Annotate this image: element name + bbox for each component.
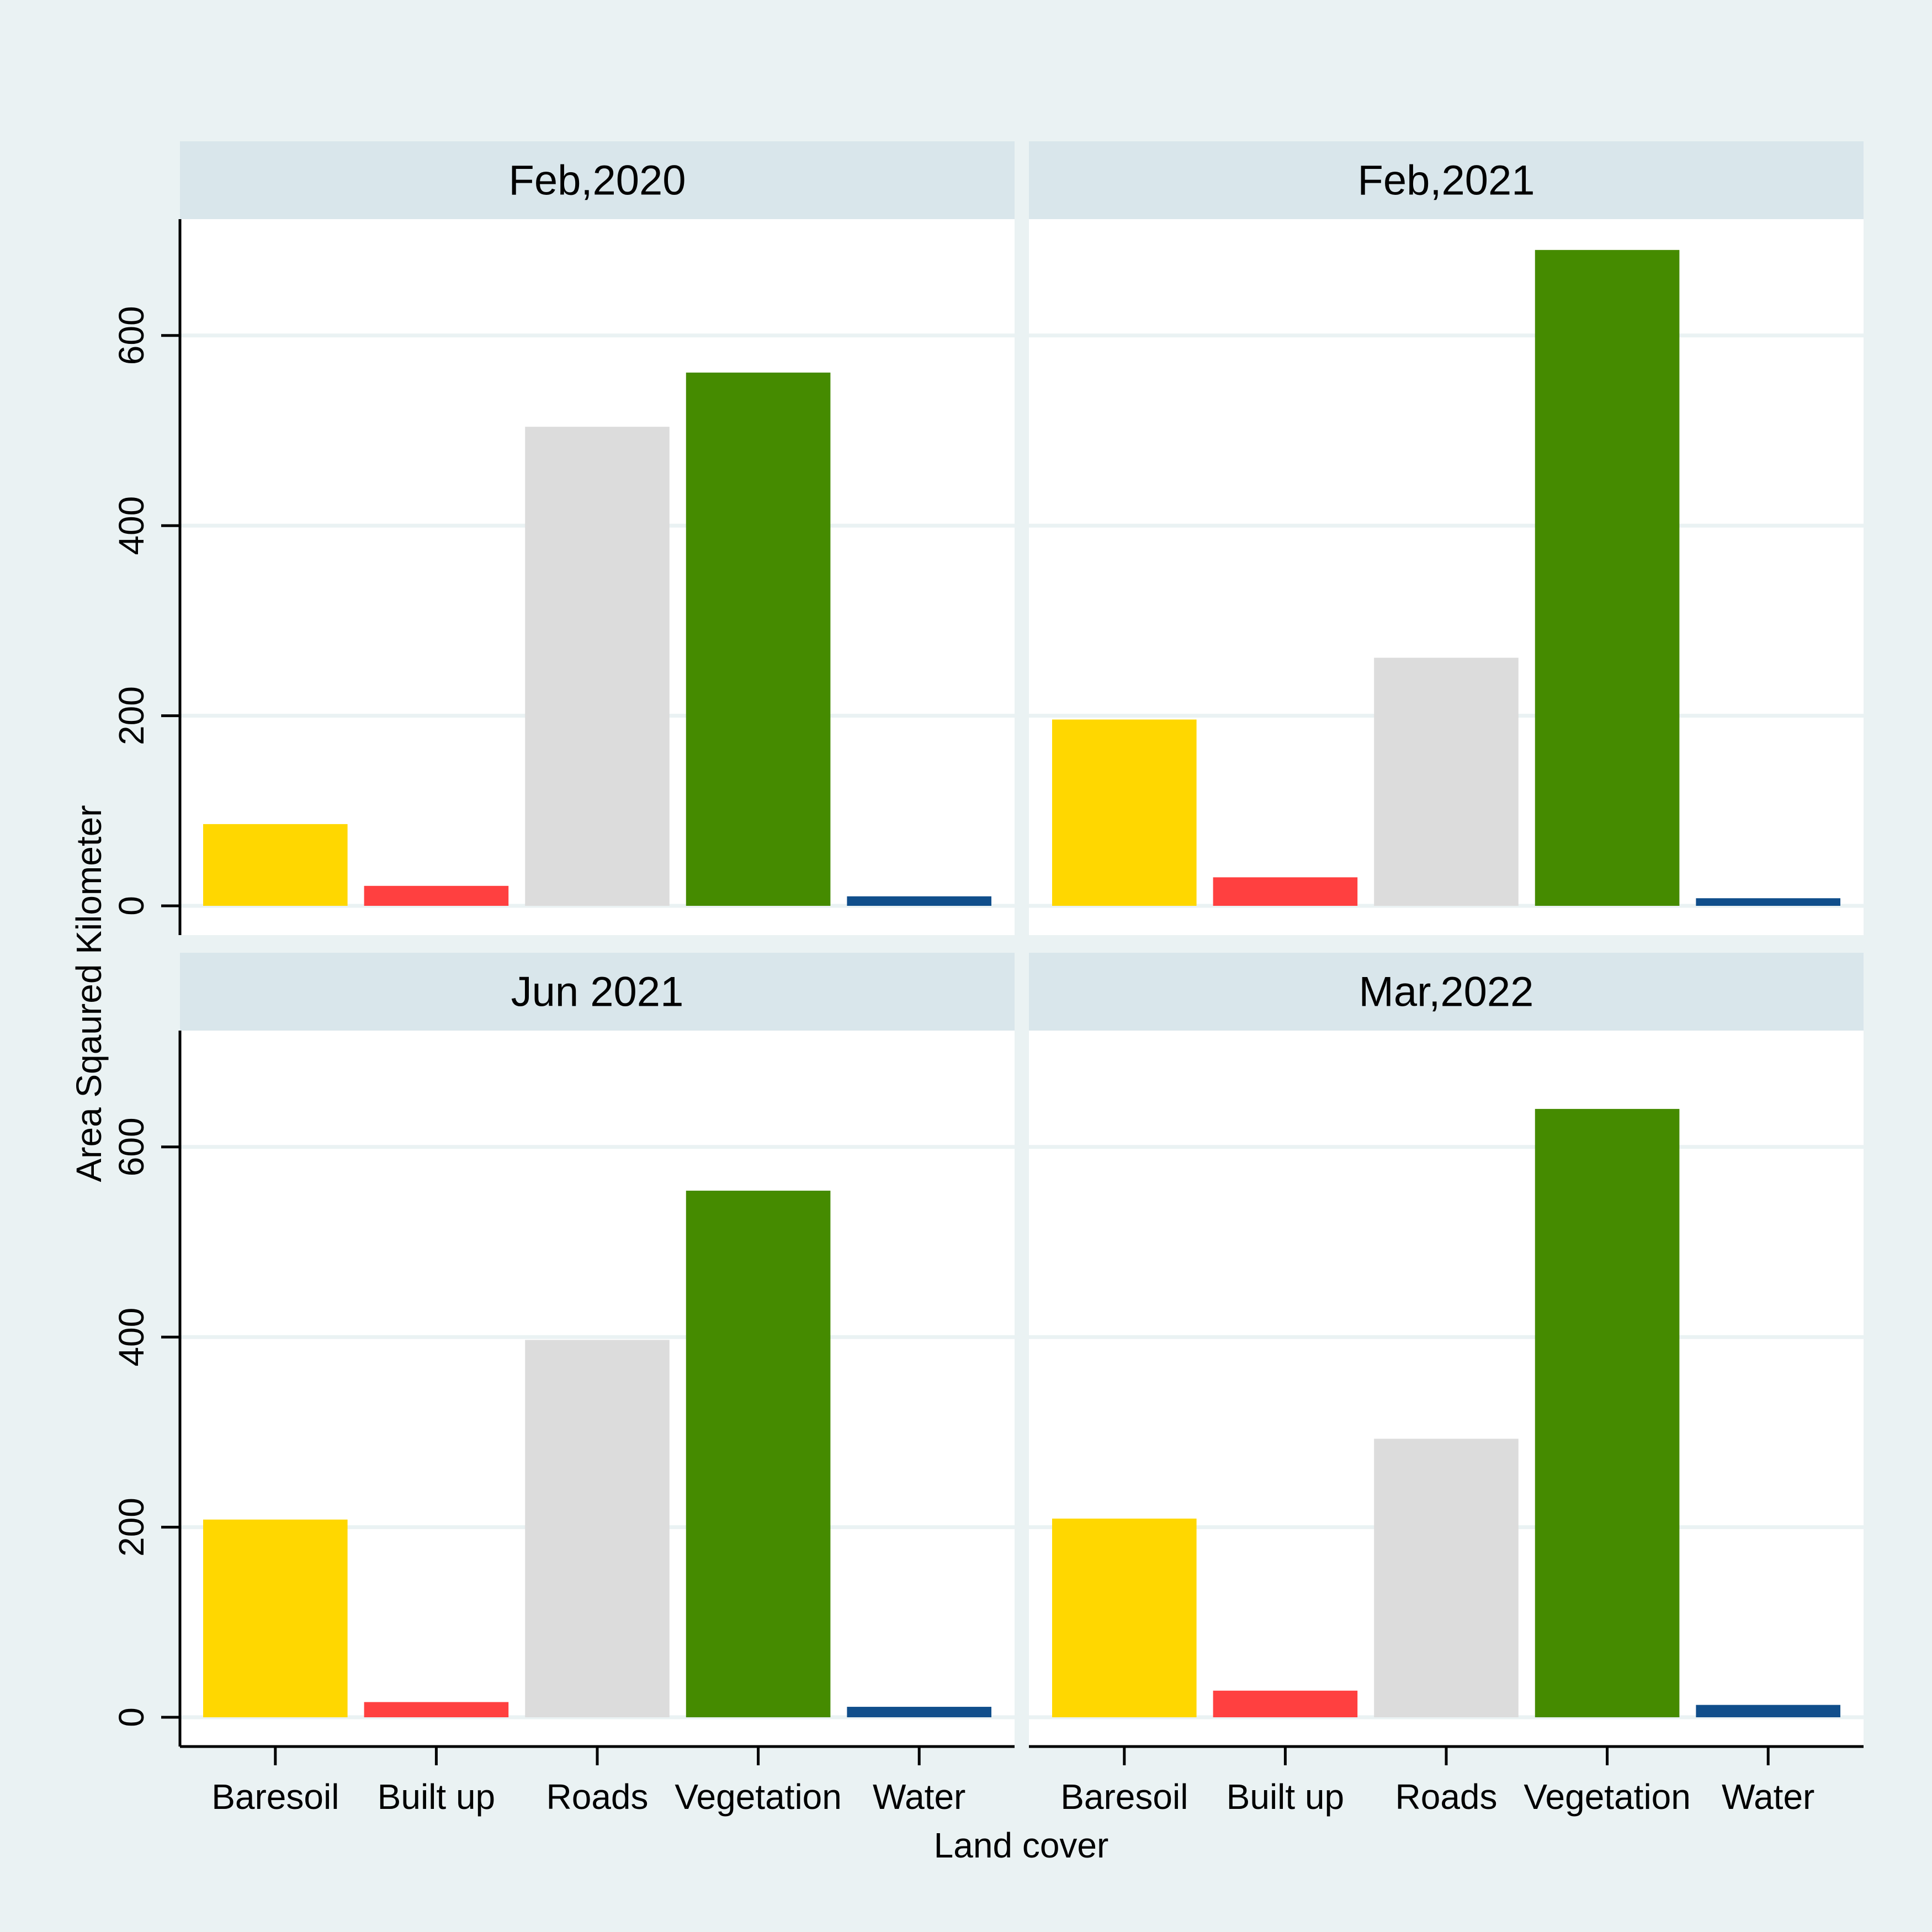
panel-2-bar-baresoil	[1052, 719, 1197, 906]
panel-1-bar-water	[847, 896, 991, 906]
panel-2-title: Feb,2021	[1357, 157, 1535, 204]
panel-3-y-tick-label-600: 600	[112, 1117, 151, 1176]
panel-3-bar-roads	[525, 1340, 670, 1717]
panel-1: Feb,2020 0 200 400 600	[112, 141, 1015, 935]
panel-3-y-tick-label-200: 200	[112, 1498, 151, 1557]
panel-3-bar-baresoil	[203, 1519, 348, 1717]
panel-4-x-tick-label-vegetation: Vegetation	[1524, 1777, 1691, 1817]
panel-4-bar-roads	[1374, 1439, 1519, 1717]
panel-2-bar-water	[1696, 898, 1840, 906]
panel-3-bar-built-up	[364, 1702, 509, 1717]
panel-2-title-strip	[1029, 141, 1864, 219]
panel-4-x-tick-label-water: Water	[1722, 1777, 1814, 1817]
panel-3-y-tick-label-0: 0	[112, 1707, 151, 1727]
panel-1-bar-baresoil	[203, 824, 348, 906]
panel-4-bar-vegetation	[1535, 1108, 1680, 1717]
panel-2: Feb,2021	[1029, 141, 1864, 935]
panel-1-bar-built-up	[364, 885, 509, 906]
panel-3-x-tick-label-vegetation: Vegetation	[675, 1777, 842, 1817]
panel-1-title: Feb,2020	[508, 157, 686, 204]
panel-4-title: Mar,2022	[1359, 969, 1534, 1016]
panel-3-bar-water	[847, 1707, 991, 1717]
panel-3-x-tick-label-built-up: Built up	[378, 1777, 495, 1817]
panel-3-x-tick-label-water: Water	[873, 1777, 965, 1817]
panel-2-bar-roads	[1374, 657, 1519, 906]
panel-1-bar-vegetation	[686, 372, 831, 906]
x-axis-title: Land cover	[934, 1825, 1109, 1865]
panel-1-title-strip	[180, 141, 1015, 219]
panel-3-x-tick-label-baresoil: Baresoil	[211, 1777, 339, 1817]
panel-2-bar-built-up	[1213, 877, 1358, 906]
panel-3-bar-vegetation	[686, 1191, 831, 1717]
panels: Feb,2020 0 200 400 600 Feb,2021 Jun 2021 0 200 40…	[112, 141, 1864, 1817]
panel-1-y-tick-label-0: 0	[112, 896, 151, 916]
panel-1-y-tick-label-600: 600	[112, 306, 151, 365]
panel-4-x-tick-label-built-up: Built up	[1227, 1777, 1344, 1817]
panel-3-title: Jun 2021	[511, 969, 684, 1016]
panel-4-x-tick-label-baresoil: Baresoil	[1060, 1777, 1188, 1817]
panel-1-bar-roads	[525, 427, 670, 906]
panel-3-title-strip	[180, 953, 1015, 1031]
y-axis-title: Area Sqaured Kilometer	[69, 805, 109, 1182]
panel-1-y-tick-label-400: 400	[112, 496, 151, 555]
panel-4-title-strip	[1029, 953, 1864, 1031]
panel-1-y-tick-label-200: 200	[112, 686, 151, 745]
panel-3: Jun 2021 0 200 400 600 Baresoil Built up Roads V…	[112, 953, 1015, 1817]
panel-3-x-tick-label-roads: Roads	[546, 1777, 649, 1817]
panel-4: Mar,2022 Baresoil Built up Roads Vegetation W…	[1029, 953, 1864, 1817]
panel-3-y-tick-label-400: 400	[112, 1308, 151, 1367]
panel-4-bar-water	[1696, 1705, 1840, 1717]
panel-4-bar-built-up	[1213, 1690, 1358, 1717]
panel-2-bar-vegetation	[1535, 250, 1680, 906]
panel-4-bar-baresoil	[1052, 1519, 1197, 1717]
panel-4-x-tick-label-roads: Roads	[1395, 1777, 1498, 1817]
